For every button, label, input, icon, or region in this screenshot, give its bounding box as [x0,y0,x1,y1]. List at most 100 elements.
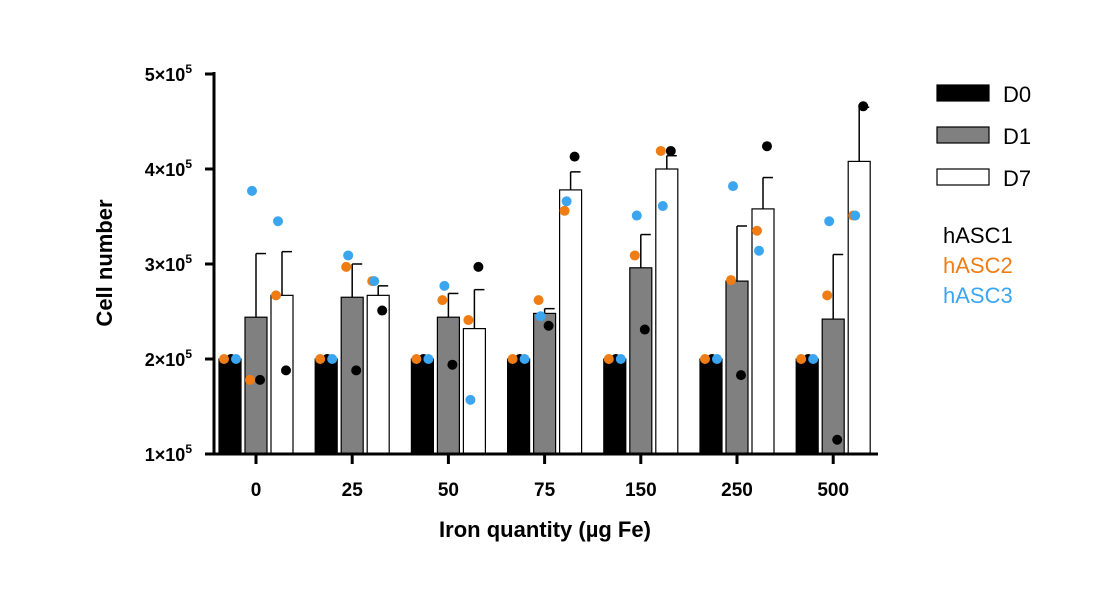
point-hasc2 [752,225,762,236]
bars-layer [218,106,871,455]
y-axis-label: Cell number [92,199,117,327]
point-hasc3 [423,354,434,364]
point-hasc2 [219,354,229,364]
point-hasc3 [465,394,476,405]
bar-d7 [847,160,871,455]
bar-d7 [751,208,775,455]
point-hasc3 [343,250,354,261]
points-layer [219,101,869,445]
point-hasc2 [463,315,474,326]
y-ticks: 1×105 2×105 3×105 4×105 5×105 [145,62,214,465]
point-hasc3 [754,245,764,256]
point-hasc3 [615,354,626,364]
y-tick-label: 5×105 [145,62,193,85]
point-hasc3 [273,216,283,227]
point-hasc2 [822,290,833,301]
y-tick-label: 1×105 [145,442,193,465]
point-hasc1 [473,261,484,272]
legend: D0 D1 D7 hASC1 hASC2 hASC3 [936,82,1031,308]
legend-swatch-d0 [936,84,990,102]
point-hasc2 [271,290,281,301]
bar-d1 [725,280,749,455]
bar-d7 [558,189,583,455]
bar-d0 [507,358,531,455]
x-tick-label: 0 [251,480,262,501]
x-tick-label: 75 [534,480,556,501]
bar-d1 [436,316,460,455]
legend-replicate-hasc1: hASC1 [943,223,1013,248]
point-hasc3 [850,210,861,221]
point-hasc2 [655,145,666,156]
point-hasc1 [762,141,772,152]
x-axis-label: Iron quantity (µg Fe) [439,517,651,542]
point-hasc3 [535,311,546,322]
point-hasc3 [728,181,738,192]
legend-label-d0: D0 [1003,82,1031,107]
point-hasc3 [631,210,642,221]
y-tick-label: 4×105 [145,157,193,180]
bar-d1 [340,296,364,455]
point-hasc3 [657,201,668,212]
point-hasc3 [712,354,722,364]
point-hasc3 [247,185,257,196]
point-hasc2 [700,354,710,364]
point-hasc1 [543,320,554,331]
x-tick-label: 250 [721,480,753,501]
point-hasc1 [281,365,291,376]
point-hasc2 [559,205,570,216]
point-hasc1 [832,434,843,445]
bar-d1 [532,312,557,455]
bar-d1 [244,316,268,455]
x-tick-label: 500 [817,480,849,501]
bar-d7 [655,168,679,455]
point-hasc1 [639,324,650,335]
point-hasc2 [603,354,614,364]
point-hasc2 [245,374,255,385]
legend-replicate-hasc3: hASC3 [943,283,1013,308]
legend-label-d1: D1 [1003,124,1031,149]
bar-d0 [699,358,723,455]
point-hasc1 [447,359,458,370]
point-hasc1 [569,151,580,162]
point-hasc3 [824,216,835,227]
bar-d7 [366,294,390,455]
bar-d0 [218,358,242,455]
point-hasc3 [327,354,338,364]
point-hasc2 [411,354,422,364]
bar-d7 [462,328,486,455]
legend-label-d7: D7 [1003,166,1031,191]
point-hasc2 [796,354,807,364]
bar-d0 [410,358,434,455]
point-hasc3 [561,196,572,207]
point-hasc2 [629,250,640,261]
bar-d0 [603,358,627,455]
point-hasc1 [665,145,676,156]
y-tick-label: 2×105 [145,347,193,370]
point-hasc3 [808,354,819,364]
bar-d0 [314,358,338,455]
point-hasc1 [377,305,388,316]
bar-d1 [629,267,653,455]
point-hasc1 [351,365,362,376]
point-hasc2 [341,261,352,272]
point-hasc3 [231,354,241,364]
point-hasc2 [533,295,544,306]
point-hasc2 [315,354,326,364]
point-hasc3 [519,354,530,364]
x-ticks: 0 25 50 75 150 250 500 [251,454,849,501]
point-hasc2 [507,354,518,364]
point-hasc1 [858,101,869,112]
point-hasc3 [369,276,380,287]
bar-d7 [270,294,294,455]
x-tick-label: 150 [625,480,657,501]
bar-d1 [821,318,845,455]
x-tick-label: 50 [438,480,459,501]
point-hasc2 [437,295,448,306]
legend-swatch-d1 [936,126,990,144]
point-hasc2 [726,275,736,286]
point-hasc1 [736,370,746,381]
x-tick-label: 25 [342,480,364,501]
point-hasc1 [255,374,265,385]
y-tick-label: 3×105 [145,252,193,275]
